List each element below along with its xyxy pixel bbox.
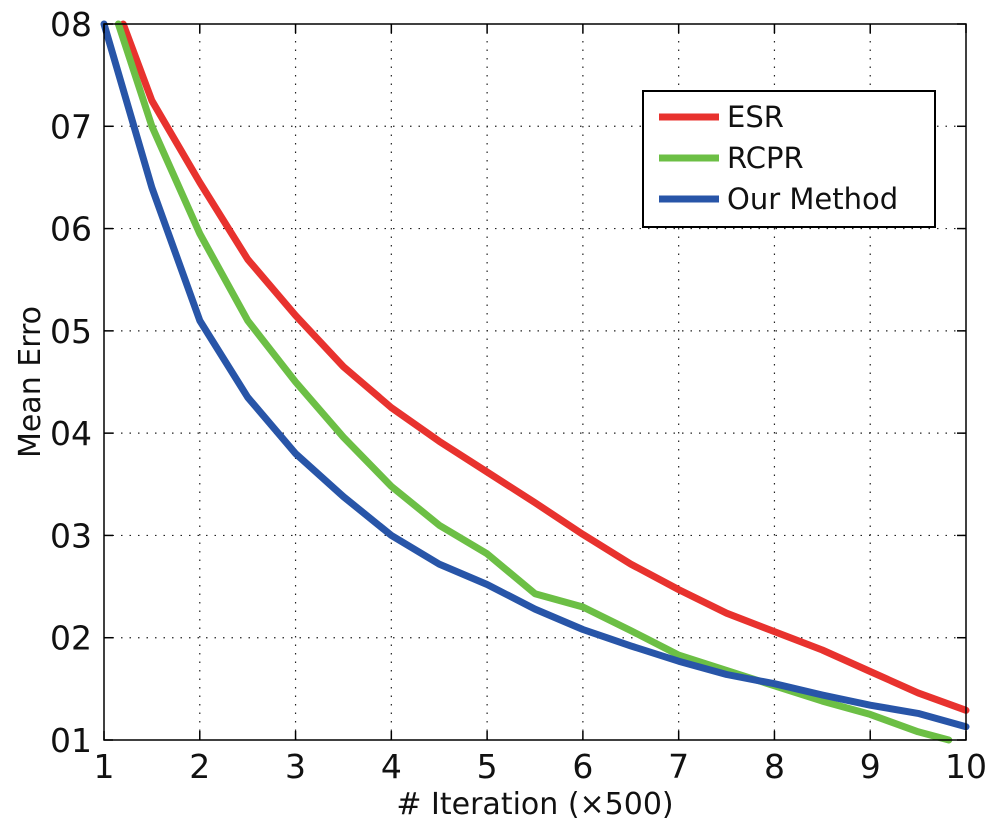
y-tick-label: 04 xyxy=(50,414,92,453)
x-tick-label: 10 xyxy=(945,747,987,786)
x-tick-label: 3 xyxy=(285,747,306,786)
legend-label-1: RCPR xyxy=(727,141,804,175)
legend-label-2: Our Method xyxy=(727,182,898,216)
y-tick-label: 06 xyxy=(50,210,92,249)
y-tick-label: 05 xyxy=(50,312,92,351)
y-axis-title: Mean Erro xyxy=(13,306,48,458)
x-tick-label: 8 xyxy=(764,747,785,786)
y-tick-label: 07 xyxy=(50,107,92,146)
legend-label-0: ESR xyxy=(727,100,784,134)
x-tick-label: 2 xyxy=(189,747,210,786)
y-tick-label: 08 xyxy=(50,5,92,44)
y-tick-label: 01 xyxy=(50,721,92,760)
y-tick-label: 02 xyxy=(50,619,92,658)
legend: ESR RCPR Our Method xyxy=(642,90,936,228)
x-tick-label: 7 xyxy=(668,747,689,786)
x-tick-label: 9 xyxy=(860,747,881,786)
x-tick-label: 1 xyxy=(94,747,115,786)
x-tick-label: 6 xyxy=(572,747,593,786)
series-lines xyxy=(100,20,970,744)
ticks xyxy=(103,23,967,741)
x-tick-label: 5 xyxy=(477,747,498,786)
series-line-0 xyxy=(119,20,970,714)
plot-frame xyxy=(103,23,967,741)
y-tick-labels: 01 02 03 04 05 06 07 08 xyxy=(50,5,92,760)
y-tick-label: 03 xyxy=(50,516,92,555)
series-line-2 xyxy=(100,20,970,731)
series-line-1 xyxy=(114,20,953,744)
x-tick-labels: 1 2 3 4 5 6 7 8 9 10 xyxy=(94,747,988,786)
x-axis-title: # Iteration (×500) xyxy=(396,787,673,822)
x-tick-label: 4 xyxy=(381,747,402,786)
